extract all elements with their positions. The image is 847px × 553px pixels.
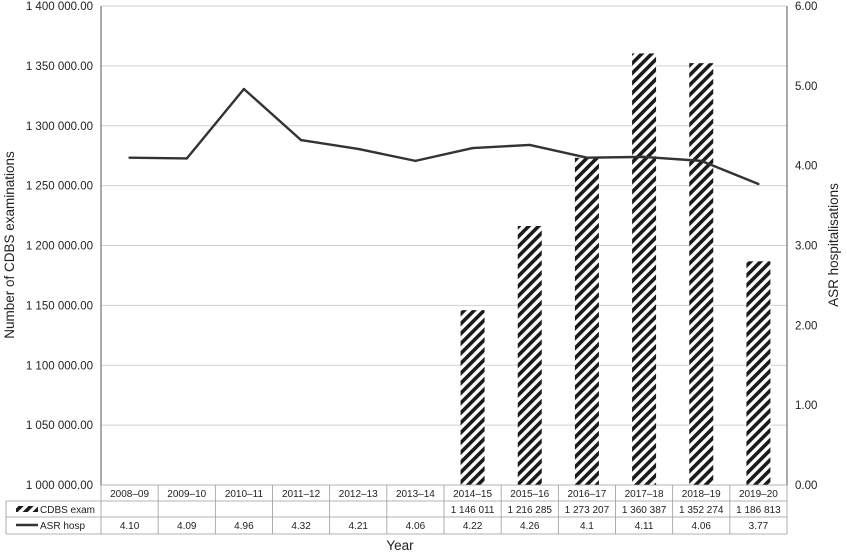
- line-point: [757, 182, 760, 186]
- y-tick-label: 1 350 000.00: [26, 61, 93, 73]
- line-point: [414, 159, 417, 163]
- line-point: [357, 147, 360, 151]
- data-label: 1 186 813: [736, 505, 781, 516]
- y2-tick-label: 3.00: [795, 241, 817, 253]
- y2-tick-label: 2.00: [795, 320, 817, 332]
- x-axis-title: Year: [386, 538, 414, 553]
- category-label: 2011–12: [282, 489, 321, 500]
- legend-swatch-bar: [16, 506, 38, 512]
- bar: [460, 310, 485, 485]
- bar: [632, 53, 657, 485]
- line-point: [128, 156, 131, 159]
- data-label: 1 146 011: [451, 505, 495, 516]
- y-tick-label: 1 100 000.00: [26, 360, 93, 372]
- y-tick-label: 1 050 000.00: [26, 420, 93, 432]
- bar: [517, 225, 542, 485]
- legend-label: ASR hosp: [40, 521, 85, 532]
- bar: [746, 261, 771, 485]
- y2-tick-label: 0.00: [795, 480, 817, 492]
- y-tick-label: 1 200 000.00: [26, 241, 93, 253]
- y-tick-label: 1 150 000.00: [26, 300, 93, 312]
- data-label: 4.06: [406, 521, 426, 532]
- category-label: 2012–13: [339, 489, 378, 500]
- line-series: [128, 87, 760, 186]
- y2-tick-label: 6.00: [795, 1, 817, 13]
- gridlines: [101, 5, 787, 426]
- data-label: 4.22: [463, 521, 483, 532]
- y-tick-label: 1 300 000.00: [26, 121, 93, 133]
- line-point: [242, 87, 246, 91]
- category-label: 2010–11: [225, 489, 264, 500]
- category-label: 2013–14: [396, 489, 435, 500]
- data-label: 3.77: [749, 521, 769, 532]
- asr-line: [129, 87, 759, 186]
- axes: 1 000 000.00 1 050 000.00 1 100 000.00 1 15…: [26, 1, 818, 492]
- data-label: 4.1: [580, 521, 594, 532]
- data-label: 4.10: [120, 521, 140, 532]
- data-label: 4.11: [635, 521, 654, 532]
- line-point: [185, 157, 188, 160]
- data-label: 4.32: [291, 521, 311, 532]
- legend-label: CDBS exam: [40, 505, 95, 516]
- y-tick-label: 1 400 000.00: [26, 1, 93, 13]
- data-label: 1 273 207: [565, 505, 610, 516]
- category-label: 2015–16: [510, 489, 549, 500]
- category-label: 2017–18: [625, 489, 664, 500]
- category-label: 2016–17: [567, 489, 606, 500]
- y2-tick-label: 5.00: [795, 81, 817, 93]
- category-label: 2018–19: [682, 489, 721, 500]
- y-axis-title: Number of CDBS examinations: [2, 151, 17, 339]
- y-tick-label: 1 250 000.00: [26, 181, 93, 193]
- line-point: [528, 143, 531, 147]
- line-point: [700, 159, 703, 163]
- line-point: [471, 146, 474, 150]
- y2-tick-label: 1.00: [795, 400, 817, 412]
- line-point: [299, 138, 303, 142]
- y-tick-label: 1 000 000.00: [26, 480, 93, 492]
- line-point: [585, 156, 589, 159]
- data-label: 4.06: [692, 521, 712, 532]
- data-label: 1 352 274: [679, 505, 724, 516]
- bar-series: [460, 53, 771, 486]
- bar: [689, 63, 714, 485]
- category-label: 2008–09: [110, 489, 149, 500]
- category-label: 2019–20: [739, 489, 778, 500]
- y2-tick-label: 4.00: [795, 161, 817, 173]
- y2-axis-title: ASR hospitalisations: [826, 183, 841, 307]
- data-label: 4.21: [349, 521, 369, 532]
- category-label: 2009–10: [167, 489, 206, 500]
- line-point: [642, 155, 646, 159]
- data-label: 4.96: [234, 521, 254, 532]
- data-label: 4.26: [520, 521, 540, 532]
- category-label: 2014–15: [453, 489, 492, 500]
- data-table: 2008–09 2009–10 2010–11 2011–12 2012–13 2013–…: [5, 484, 788, 535]
- data-label: 1 360 387: [622, 505, 667, 516]
- bar: [574, 157, 599, 486]
- data-label: 1 216 285: [508, 505, 553, 516]
- data-label: 4.09: [177, 521, 197, 532]
